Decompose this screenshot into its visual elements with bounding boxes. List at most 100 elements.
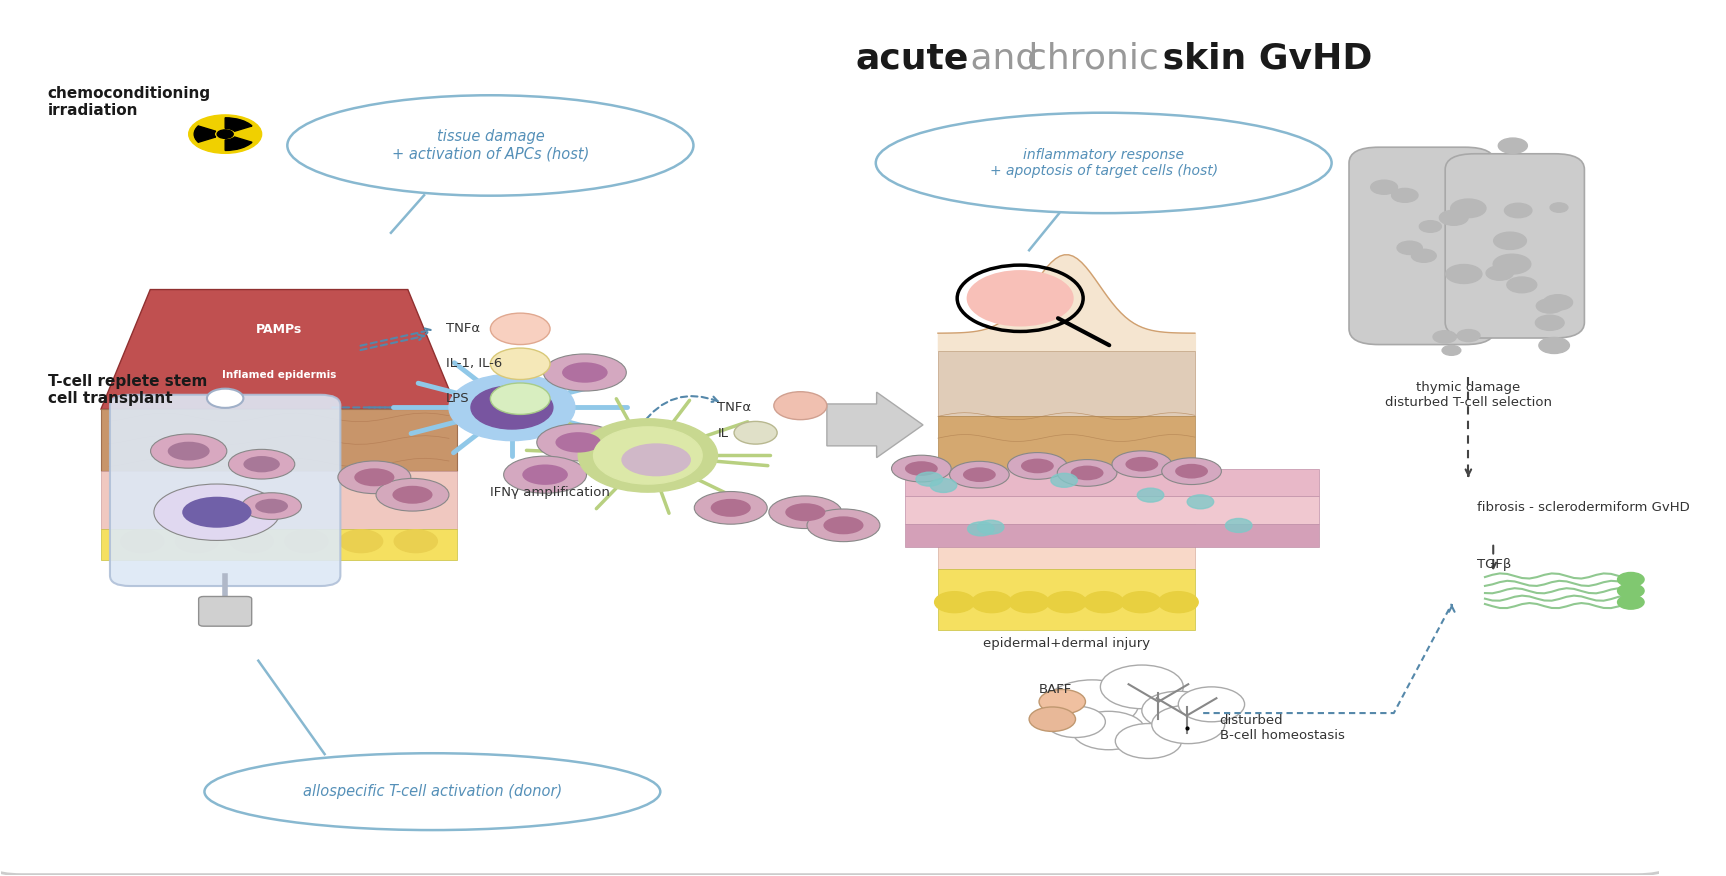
FancyBboxPatch shape (110, 395, 340, 586)
Circle shape (930, 478, 956, 492)
Circle shape (490, 383, 551, 414)
Circle shape (1412, 250, 1436, 262)
Circle shape (1158, 591, 1198, 612)
Text: thymic damage
disturbed T-cell selection: thymic damage disturbed T-cell selection (1384, 381, 1552, 409)
Circle shape (1051, 473, 1077, 487)
Circle shape (594, 427, 702, 484)
Circle shape (1540, 337, 1569, 354)
Circle shape (230, 530, 273, 553)
Ellipse shape (1125, 457, 1158, 471)
Circle shape (340, 530, 383, 553)
Circle shape (1046, 591, 1086, 612)
Circle shape (1446, 265, 1483, 284)
Ellipse shape (204, 753, 661, 830)
Ellipse shape (544, 354, 627, 391)
Circle shape (1143, 691, 1215, 730)
Text: acute: acute (854, 41, 968, 75)
Ellipse shape (556, 432, 601, 453)
FancyArrow shape (827, 392, 923, 457)
Circle shape (1396, 241, 1422, 254)
Ellipse shape (1162, 458, 1222, 484)
Circle shape (1452, 199, 1486, 217)
Ellipse shape (154, 484, 280, 540)
Circle shape (217, 130, 233, 138)
Polygon shape (100, 529, 457, 561)
Text: allospecific T-cell activation (donor): allospecific T-cell activation (donor) (302, 784, 563, 799)
Circle shape (734, 421, 777, 444)
Text: IL-1, IL-6: IL-1, IL-6 (445, 357, 502, 371)
Ellipse shape (523, 464, 568, 485)
Text: T-cell replete stem
cell transplant: T-cell replete stem cell transplant (48, 374, 207, 406)
Polygon shape (100, 470, 457, 529)
Text: and: and (960, 41, 1049, 75)
Polygon shape (937, 416, 1194, 470)
Text: epidermal+dermal injury: epidermal+dermal injury (982, 637, 1150, 650)
FancyBboxPatch shape (0, 0, 1679, 874)
Polygon shape (904, 469, 1319, 496)
Text: TNFα: TNFα (718, 401, 751, 414)
Ellipse shape (875, 113, 1332, 213)
FancyBboxPatch shape (1445, 154, 1584, 338)
Ellipse shape (376, 478, 449, 511)
FancyBboxPatch shape (198, 597, 252, 626)
Ellipse shape (537, 424, 620, 461)
Circle shape (934, 591, 975, 612)
Circle shape (1101, 665, 1184, 709)
Polygon shape (937, 569, 1194, 630)
Text: TNFα: TNFα (445, 322, 480, 336)
Circle shape (1151, 705, 1225, 744)
Circle shape (917, 472, 942, 486)
Text: PAMPs: PAMPs (255, 323, 302, 336)
Text: tissue damage
+ activation of APCs (host): tissue damage + activation of APCs (host… (392, 130, 589, 162)
Ellipse shape (963, 467, 996, 482)
Text: TGFβ: TGFβ (1477, 558, 1510, 571)
Ellipse shape (711, 498, 751, 517)
Circle shape (1617, 583, 1645, 597)
Circle shape (188, 115, 262, 153)
Circle shape (1137, 488, 1163, 502)
Circle shape (773, 392, 827, 420)
Ellipse shape (808, 509, 880, 541)
Polygon shape (904, 524, 1319, 548)
Circle shape (176, 530, 219, 553)
Ellipse shape (949, 462, 1010, 488)
Ellipse shape (1058, 460, 1117, 486)
Text: skin GvHD: skin GvHD (1150, 41, 1372, 75)
Circle shape (1187, 495, 1213, 509)
Circle shape (1507, 277, 1536, 293)
Circle shape (1550, 203, 1567, 212)
Circle shape (1457, 329, 1479, 342)
Text: chemoconditioning
irradiation: chemoconditioning irradiation (48, 86, 211, 118)
Circle shape (1370, 180, 1398, 194)
Ellipse shape (392, 486, 433, 504)
Polygon shape (937, 526, 1194, 569)
Circle shape (285, 530, 328, 553)
Circle shape (1072, 711, 1144, 750)
Text: Inflamed epidermis: Inflamed epidermis (223, 370, 337, 380)
Wedge shape (193, 126, 216, 142)
Circle shape (1115, 724, 1182, 759)
Text: IFNγ amplification: IFNγ amplification (490, 485, 611, 498)
Circle shape (1419, 221, 1441, 232)
Circle shape (1493, 254, 1531, 274)
Ellipse shape (150, 434, 226, 468)
Text: disturbed
B-cell homeostasis: disturbed B-cell homeostasis (1220, 714, 1345, 742)
FancyBboxPatch shape (1350, 147, 1495, 344)
Text: fibrosis - sclerodermiform GvHD: fibrosis - sclerodermiform GvHD (1477, 501, 1690, 514)
Ellipse shape (904, 462, 937, 476)
Text: IL: IL (718, 427, 728, 440)
Ellipse shape (1070, 465, 1103, 480)
Wedge shape (224, 137, 252, 151)
Circle shape (121, 530, 164, 553)
Circle shape (968, 522, 994, 536)
Ellipse shape (1022, 459, 1055, 473)
Circle shape (972, 591, 1011, 612)
Circle shape (1010, 591, 1049, 612)
Circle shape (1179, 687, 1244, 722)
Ellipse shape (504, 456, 587, 493)
Circle shape (471, 385, 552, 429)
Circle shape (1046, 680, 1139, 729)
Ellipse shape (892, 456, 951, 482)
Ellipse shape (228, 449, 295, 479)
Circle shape (1505, 203, 1533, 218)
